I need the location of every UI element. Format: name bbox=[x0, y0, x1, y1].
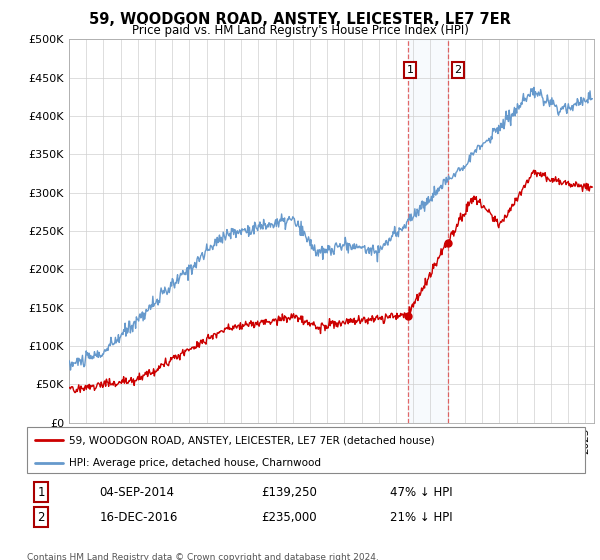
Text: 59, WOODGON ROAD, ANSTEY, LEICESTER, LE7 7ER: 59, WOODGON ROAD, ANSTEY, LEICESTER, LE7… bbox=[89, 12, 511, 27]
Text: 59, WOODGON ROAD, ANSTEY, LEICESTER, LE7 7ER (detached house): 59, WOODGON ROAD, ANSTEY, LEICESTER, LE7… bbox=[69, 435, 434, 445]
Text: 21% ↓ HPI: 21% ↓ HPI bbox=[390, 511, 452, 524]
Text: 2: 2 bbox=[454, 65, 461, 75]
Text: 2: 2 bbox=[37, 511, 45, 524]
Text: £139,250: £139,250 bbox=[262, 486, 317, 499]
Text: Price paid vs. HM Land Registry's House Price Index (HPI): Price paid vs. HM Land Registry's House … bbox=[131, 24, 469, 36]
Text: 47% ↓ HPI: 47% ↓ HPI bbox=[390, 486, 452, 499]
Text: Contains HM Land Registry data © Crown copyright and database right 2024.
This d: Contains HM Land Registry data © Crown c… bbox=[27, 553, 379, 560]
Text: 1: 1 bbox=[407, 65, 413, 75]
Text: 04-SEP-2014: 04-SEP-2014 bbox=[100, 486, 175, 499]
Bar bbox=[407, 39, 448, 423]
Text: 16-DEC-2016: 16-DEC-2016 bbox=[100, 511, 178, 524]
Text: 1: 1 bbox=[37, 486, 45, 499]
Text: HPI: Average price, detached house, Charnwood: HPI: Average price, detached house, Char… bbox=[69, 458, 321, 468]
Text: £235,000: £235,000 bbox=[262, 511, 317, 524]
